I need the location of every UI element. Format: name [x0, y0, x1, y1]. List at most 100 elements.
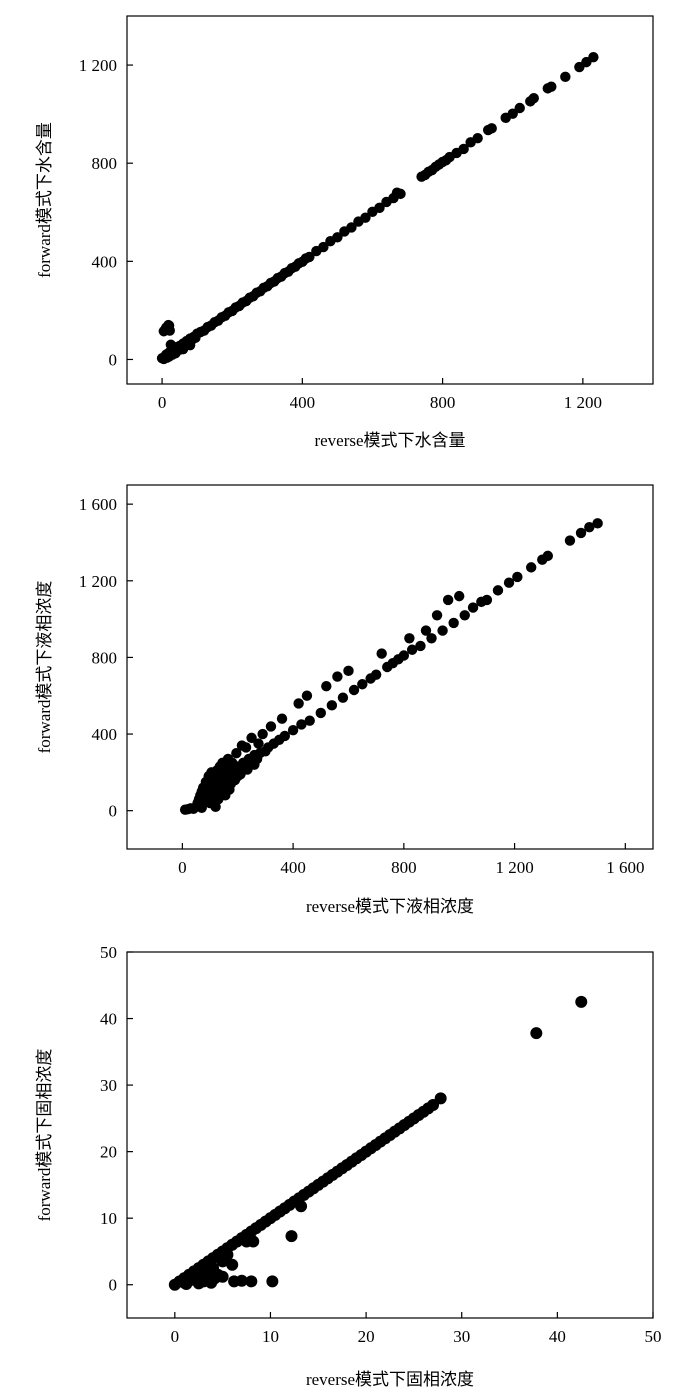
data-point: [253, 738, 264, 749]
y-tick-label: 1 600: [79, 495, 117, 514]
data-point: [285, 1230, 298, 1243]
data-point: [592, 518, 603, 529]
data-point: [226, 1258, 239, 1271]
y-tick-label: 800: [92, 154, 118, 173]
chart-water-content-svg: 0 400 800 1 200 0 400 800 1 200 reverse模式下水含量 for…: [35, 15, 654, 450]
data-point: [512, 571, 523, 583]
chart-solid-concentration: 0 10 20 30 40 50 0 10 20 30 40 50 reverse模式下固相浓度 forw…: [0, 930, 700, 1400]
data-point: [235, 1274, 248, 1287]
x-tick-label: 0: [178, 858, 187, 877]
x-axis-label: reverse模式下固相浓度: [306, 1370, 474, 1389]
data-point: [265, 721, 277, 732]
x-tick-label: 0: [171, 1327, 180, 1346]
data-point: [560, 71, 571, 83]
data-point: [420, 625, 432, 636]
data-point: [245, 1275, 258, 1288]
data-point: [321, 680, 332, 692]
chart-water-content: 0 400 800 1 200 0 400 800 1 200 reverse模式下水含量 for…: [0, 0, 700, 465]
data-point: [315, 707, 326, 719]
data-point: [575, 995, 588, 1008]
data-point: [257, 728, 268, 740]
data-point: [295, 1200, 308, 1213]
data-point: [459, 610, 470, 621]
y-tick-label: 1 200: [79, 572, 117, 591]
data-point: [486, 123, 497, 134]
data-point: [426, 633, 437, 644]
y-tick-label: 50: [100, 943, 117, 962]
data-point: [431, 610, 443, 621]
scatter-points: [156, 52, 599, 365]
chart-liquid-concentration-svg: 0 400 800 1 200 1 600 0 400 800 1 200 1 600 revers…: [35, 484, 654, 916]
data-point: [221, 1248, 234, 1261]
x-tick-label: 800: [430, 393, 456, 412]
x-tick-label: 30: [453, 1327, 470, 1346]
scatter-points: [179, 518, 603, 815]
data-point: [246, 732, 257, 744]
data-point: [318, 241, 329, 253]
plot-frame: [126, 15, 654, 385]
x-tick-label: 1 600: [606, 858, 644, 877]
data-point: [370, 669, 382, 680]
data-point: [304, 251, 315, 263]
x-tick-label: 800: [391, 858, 417, 877]
data-point: [208, 1272, 221, 1285]
y-tick-label: 1 200: [79, 56, 117, 75]
y-tick-label: 40: [100, 1010, 117, 1029]
data-point: [293, 698, 304, 709]
data-point: [584, 521, 595, 533]
data-point: [507, 108, 518, 119]
data-point: [575, 527, 587, 539]
x-tick-label: 40: [549, 1327, 566, 1346]
data-point: [492, 585, 504, 596]
data-point: [187, 1268, 200, 1281]
data-point: [180, 1278, 193, 1291]
data-point: [332, 232, 343, 243]
data-point: [231, 748, 242, 759]
data-point: [472, 132, 483, 144]
data-point: [376, 648, 387, 659]
x-tick-label: 20: [358, 1327, 375, 1346]
data-point: [415, 640, 426, 652]
data-point: [184, 340, 196, 351]
data-point: [279, 730, 290, 742]
y-tick-label: 800: [92, 648, 118, 667]
data-point: [434, 1092, 447, 1105]
data-point: [343, 665, 354, 677]
y-tick-label: 0: [109, 1276, 118, 1295]
y-axis-label: forward模式下水含量: [35, 122, 54, 278]
x-tick-label: 50: [645, 1327, 662, 1346]
x-tick-label: 10: [262, 1327, 279, 1346]
x-tick-label: 1 200: [564, 393, 602, 412]
scatter-points: [168, 995, 588, 1291]
data-point: [240, 742, 252, 753]
data-point: [357, 679, 368, 690]
data-point: [304, 715, 315, 726]
data-point: [525, 562, 537, 573]
data-point: [404, 633, 415, 644]
chart-solid-concentration-svg: 0 10 20 30 40 50 0 10 20 30 40 50 reverse模式下固相浓度 forw…: [35, 943, 662, 1389]
data-point: [301, 690, 313, 701]
plot-frame: [126, 484, 654, 850]
x-axis-label: reverse模式下水含量: [314, 431, 465, 450]
data-point: [503, 577, 515, 588]
data-point: [542, 550, 553, 562]
data-point: [481, 594, 493, 606]
data-point: [442, 594, 454, 606]
data-point: [458, 143, 469, 155]
data-point: [249, 759, 260, 770]
y-tick-label: 30: [100, 1076, 117, 1095]
x-axis-label: reverse模式下液相浓度: [306, 897, 474, 916]
data-point: [346, 222, 357, 233]
data-point: [266, 1275, 279, 1288]
y-tick-label: 0: [109, 802, 118, 821]
x-tick-label: 0: [158, 393, 167, 412]
data-point: [164, 325, 175, 336]
data-point: [448, 617, 459, 629]
y-axis-label: forward模式下固相浓度: [35, 1049, 54, 1222]
data-point: [332, 671, 343, 682]
y-axis-label: forward模式下液相浓度: [35, 581, 54, 754]
data-point: [564, 535, 576, 546]
data-point: [588, 52, 599, 63]
x-tick-label: 1 200: [495, 858, 533, 877]
